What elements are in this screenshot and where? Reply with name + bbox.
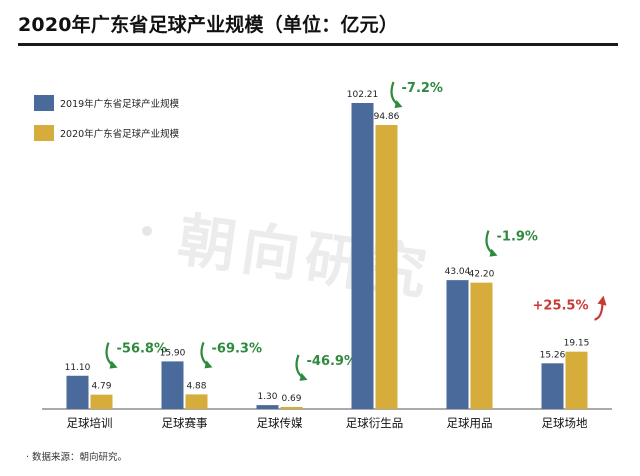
chart-title: 2020年广东省足球产业规模（单位：亿元）: [18, 14, 399, 36]
data-source-note: · 数据来源：朝向研究。: [26, 452, 128, 463]
arrowhead-icon: [299, 372, 308, 381]
x-tick-label: 足球传媒: [257, 416, 303, 430]
bar-2019: [161, 361, 184, 409]
data-label: 94.86: [374, 112, 400, 122]
bar-2019: [446, 280, 469, 409]
x-tick-label: 足球培训: [67, 416, 113, 430]
arrowhead-icon: [394, 100, 403, 108]
legend-label: 2020年广东省足球产业规模: [60, 128, 180, 140]
bar-2020: [375, 125, 398, 409]
data-label: 0.69: [281, 394, 301, 404]
data-label: 42.20: [469, 270, 495, 280]
change-annotation: -7.2%: [402, 81, 443, 96]
x-tick-label: 足球衍生品: [346, 416, 404, 430]
x-tick-label: 足球赛事: [162, 416, 208, 430]
data-label: 15.26: [540, 350, 566, 360]
bar-2020: [185, 394, 208, 409]
data-label: 19.15: [564, 339, 590, 349]
legend-label: 2019年广东省足球产业规模: [60, 98, 180, 110]
arrowhead-icon: [597, 295, 607, 306]
x-tick-label: 足球用品: [447, 416, 493, 430]
x-tick-label: 足球场地: [542, 416, 588, 430]
bar-2019: [351, 103, 374, 409]
bar-2019: [66, 375, 89, 409]
bar-2020: [90, 394, 113, 409]
data-label: 102.21: [347, 90, 379, 100]
change-annotation: -56.8%: [117, 342, 168, 357]
title-underline: [18, 43, 618, 46]
data-label: 4.79: [91, 382, 111, 392]
bar-2020: [280, 406, 303, 409]
watermark-dot: [142, 226, 152, 236]
change-annotation: -69.3%: [212, 341, 263, 356]
change-annotation: +25.5%: [533, 299, 589, 314]
bar-2020: [565, 351, 588, 409]
change-annotation: -46.9%: [307, 354, 358, 369]
bar-2019: [256, 405, 279, 409]
legend-swatch: [34, 125, 54, 141]
bar-2019: [541, 363, 564, 409]
legend-swatch: [34, 95, 54, 111]
data-label: 15.90: [160, 348, 186, 358]
data-label: 43.04: [445, 267, 471, 277]
bar-2020: [470, 282, 493, 409]
data-label: 4.88: [186, 381, 206, 391]
change-annotation: -1.9%: [497, 230, 538, 245]
arrowhead-icon: [109, 360, 118, 369]
arrowhead-icon: [489, 248, 498, 257]
data-label: 11.10: [65, 363, 91, 373]
data-label: 1.30: [257, 392, 277, 402]
arrowhead-icon: [204, 360, 213, 369]
